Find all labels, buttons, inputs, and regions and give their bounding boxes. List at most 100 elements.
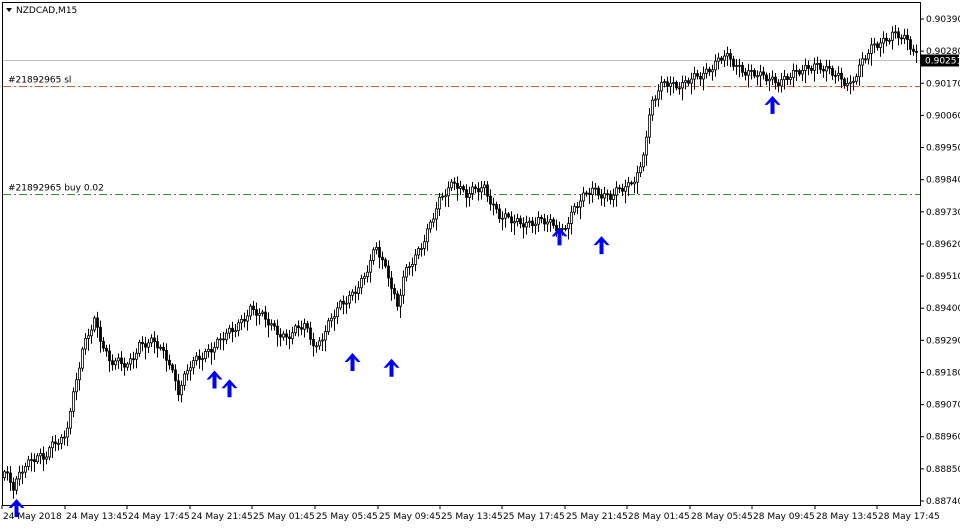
candle <box>711 64 714 81</box>
candle-body <box>849 81 852 84</box>
candle <box>744 67 747 81</box>
candle-body <box>51 441 54 449</box>
y-tick-label: 0.88850 <box>926 465 960 475</box>
candle-body <box>459 186 462 189</box>
candle <box>537 211 540 233</box>
candle <box>222 331 225 351</box>
plot-frame <box>2 2 921 506</box>
candle-body <box>681 82 684 89</box>
candle <box>270 319 273 331</box>
candle-body <box>852 80 855 83</box>
candle-body <box>675 82 678 89</box>
candle <box>249 303 252 320</box>
candle-body <box>585 192 588 195</box>
candle-body <box>738 64 741 67</box>
candle-body <box>117 357 120 362</box>
candle <box>531 217 534 233</box>
candle-body <box>477 188 480 193</box>
candle <box>567 217 570 240</box>
candle-body <box>456 182 459 189</box>
candle <box>204 348 207 363</box>
candle-body <box>174 369 177 382</box>
candle-body <box>261 311 264 314</box>
candle <box>825 59 828 82</box>
price-axis[interactable]: 0.90390 0.90280 0.90170 0.90060 0.89950 0.898… <box>920 15 960 507</box>
candle <box>564 225 567 232</box>
candle <box>489 189 492 211</box>
candle <box>453 177 456 191</box>
candle <box>108 344 111 373</box>
candle <box>873 37 876 54</box>
candle <box>774 72 777 90</box>
candle <box>573 203 576 216</box>
candle <box>165 343 168 372</box>
candle <box>279 328 282 347</box>
candle <box>201 352 204 371</box>
candle <box>483 181 486 195</box>
candle-body <box>915 51 918 53</box>
candle-body <box>651 99 654 116</box>
buy-arrows-group <box>8 95 781 517</box>
candle <box>606 189 609 202</box>
candle <box>189 361 192 381</box>
candle-body <box>393 288 396 295</box>
candle-body <box>579 200 582 208</box>
candle <box>3 470 6 481</box>
triangle-down-icon[interactable] <box>6 8 12 12</box>
candle-body <box>633 181 636 185</box>
candle-body <box>840 72 843 80</box>
candle <box>609 190 612 205</box>
candle <box>756 70 759 86</box>
candle <box>177 373 180 402</box>
candle <box>723 50 726 67</box>
candle-body <box>21 471 24 474</box>
candle <box>843 77 846 89</box>
candle <box>588 187 591 205</box>
candle-body <box>390 277 393 289</box>
candle <box>621 183 624 197</box>
candle <box>90 324 93 344</box>
candle-body <box>372 249 375 261</box>
candle-body <box>441 195 444 198</box>
candle-body <box>564 227 567 230</box>
candle-body <box>894 31 897 34</box>
candle <box>549 214 552 232</box>
candle-body <box>600 194 603 199</box>
candle <box>300 320 303 336</box>
candle-body <box>870 44 873 54</box>
candle <box>693 66 696 90</box>
candle-body <box>207 348 210 352</box>
candle <box>888 38 891 45</box>
candle <box>303 318 306 338</box>
chart-title[interactable]: NZDCAD,M15 <box>6 6 77 16</box>
candle <box>591 181 594 203</box>
candle-body <box>435 208 438 220</box>
candle <box>831 65 834 81</box>
buy-arrow-icon <box>221 379 238 398</box>
candle-body <box>321 339 324 342</box>
candle <box>849 75 852 95</box>
candle <box>375 242 378 255</box>
candle <box>420 243 423 257</box>
candle <box>168 354 171 370</box>
candle-body <box>306 323 309 329</box>
candle-body <box>90 329 93 337</box>
candle <box>60 434 63 450</box>
candle-body <box>765 74 768 82</box>
y-tick-label: 0.89400 <box>926 304 960 314</box>
candle-body <box>147 342 150 348</box>
candle <box>651 96 654 121</box>
candle-body <box>234 330 237 333</box>
candle <box>12 477 15 499</box>
candle <box>528 217 531 228</box>
candle-body <box>183 373 186 386</box>
candle <box>252 300 255 316</box>
candle <box>261 309 264 317</box>
candle-body <box>531 220 534 227</box>
candle <box>465 184 468 208</box>
candle-body <box>663 81 666 84</box>
time-axis[interactable]: 24 May 2018 24 May 13:45 24 May 17:45 24 Ma… <box>1 505 940 522</box>
candle <box>417 246 420 260</box>
